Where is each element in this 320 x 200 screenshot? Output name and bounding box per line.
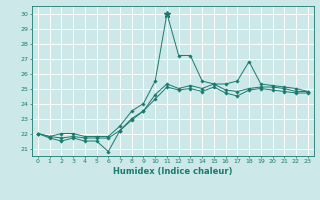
X-axis label: Humidex (Indice chaleur): Humidex (Indice chaleur) — [113, 167, 233, 176]
